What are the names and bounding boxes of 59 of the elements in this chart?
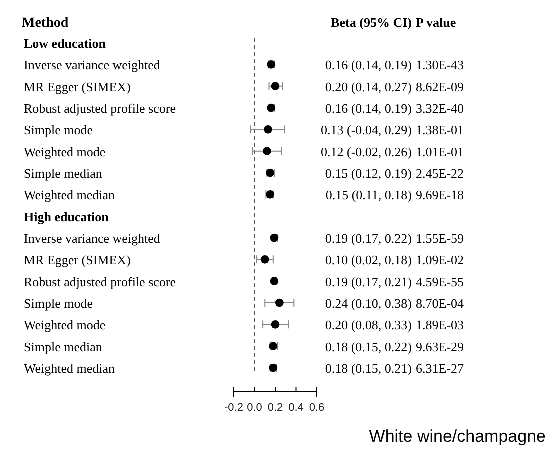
data-label: 0.24 (0.10, 0.38)	[325, 296, 412, 311]
data-label: 0.16 (0.14, 0.19)	[325, 101, 412, 116]
text: 1.09E-02	[416, 252, 464, 268]
y-tick-label: Weighted median	[24, 361, 116, 376]
y-tick-label: Robust adjusted profile score	[24, 274, 176, 290]
text: 1.55E-59	[416, 231, 464, 246]
y-tick-label: Simple mode	[24, 122, 94, 138]
x-tick-label: 0.6	[309, 402, 325, 414]
point	[263, 147, 272, 156]
y-tick-label: MR Egger (SIMEX)	[24, 79, 131, 94]
y-tick-label: Inverse variance weighted	[24, 58, 161, 73]
text: 1.30E-43	[416, 58, 464, 73]
data-label: 0.10 (0.02, 0.18)	[325, 252, 412, 268]
y-tick-label: Weighted mode	[24, 144, 106, 160]
text: 6.31E-27	[416, 361, 465, 376]
text: P value	[416, 15, 456, 30]
x-tick-label: 0.4	[288, 402, 304, 414]
data-label: 0.18 (0.15, 0.22)	[325, 339, 412, 354]
data-label: 0.15 (0.12, 0.19)	[325, 166, 412, 181]
text: 3.32E-40	[416, 101, 464, 116]
point	[260, 255, 270, 264]
text: 1.01E-01	[416, 144, 464, 160]
data-label: 0.13 (-0.04, 0.29)	[321, 122, 412, 138]
text: 8.62E-09	[416, 79, 464, 94]
y-tick-label: Weighted median	[24, 188, 116, 203]
text: 2.45E-22	[416, 166, 464, 181]
y-tick-label: Low education	[24, 36, 107, 51]
text: Beta (95% CI)	[331, 15, 412, 30]
data-label: 0.12 (-0.02, 0.26)	[321, 144, 412, 160]
x-tick-label: -0.2	[224, 402, 244, 414]
point	[271, 320, 280, 329]
data-label: 0.20 (0.14, 0.27)	[325, 79, 412, 94]
data-label: 0.16 (0.14, 0.19)	[325, 58, 412, 73]
point	[264, 125, 272, 134]
x-tick-label: 0.0	[247, 402, 262, 414]
y-tick-label: Simple median	[24, 166, 103, 181]
x-tick-label: 0.2	[268, 402, 284, 414]
y-axis-title: Method	[22, 16, 69, 31]
text: 9.69E-18	[416, 188, 464, 203]
text: 1.38E-01	[416, 122, 464, 138]
y-tick-label: Simple median	[24, 339, 103, 354]
y-tick-label: Inverse variance weighted	[24, 231, 161, 246]
y-tick-label: Robust adjusted profile score	[24, 101, 176, 116]
text: 8.70E-04	[416, 296, 465, 311]
y-tick-label: Simple mode	[24, 296, 94, 311]
text: 4.59E-55	[416, 274, 464, 290]
data-label: 0.19 (0.17, 0.21)	[325, 274, 412, 290]
y-tick-label: High education	[24, 209, 110, 224]
data-label: 0.20 (0.08, 0.33)	[325, 318, 412, 333]
text: 9.63E-29	[416, 339, 464, 354]
data-label: 0.18 (0.15, 0.21)	[325, 361, 412, 376]
data-label: 0.15 (0.11, 0.18)	[326, 188, 412, 203]
y-tick-label: Weighted mode	[24, 318, 106, 333]
data-label: 0.19 (0.17, 0.22)	[325, 231, 412, 246]
y-tick-label: MR Egger (SIMEX)	[24, 252, 131, 268]
point	[275, 298, 284, 308]
text: 1.89E-03	[416, 318, 464, 333]
text: White wine/champagne	[369, 427, 546, 446]
point	[271, 82, 280, 91]
